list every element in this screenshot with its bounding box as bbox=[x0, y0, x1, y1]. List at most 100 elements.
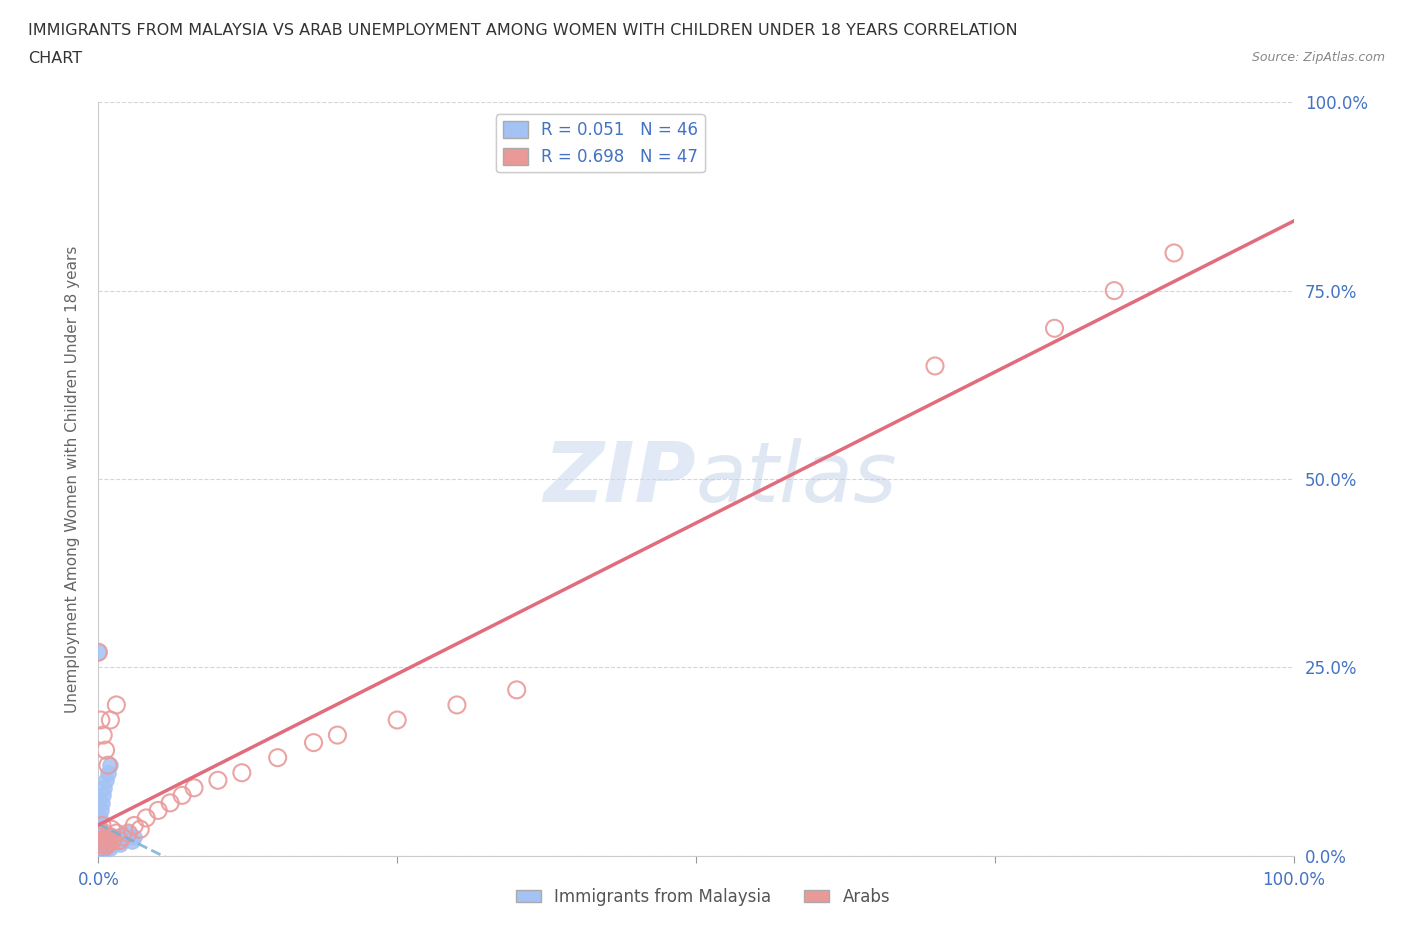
Point bbox=[172, 788, 194, 803]
Point bbox=[108, 837, 131, 852]
Point bbox=[105, 698, 128, 712]
Point bbox=[90, 712, 112, 727]
Point bbox=[90, 837, 112, 852]
Point bbox=[90, 803, 112, 817]
Text: ZIP: ZIP bbox=[543, 438, 696, 520]
Point bbox=[96, 833, 118, 848]
Point bbox=[96, 830, 118, 844]
Point bbox=[93, 826, 115, 841]
Point bbox=[91, 818, 114, 833]
Legend: R = 0.051   N = 46, R = 0.698   N = 47: R = 0.051 N = 46, R = 0.698 N = 47 bbox=[496, 114, 704, 172]
Point bbox=[506, 683, 529, 698]
Point bbox=[98, 833, 122, 848]
Point bbox=[98, 841, 122, 856]
Point bbox=[924, 359, 946, 374]
Point bbox=[91, 837, 114, 852]
Point bbox=[94, 833, 117, 848]
Point bbox=[91, 795, 114, 810]
Point bbox=[91, 841, 114, 856]
Point bbox=[302, 736, 325, 751]
Point bbox=[114, 830, 136, 844]
Point bbox=[124, 830, 146, 844]
Point bbox=[101, 833, 124, 848]
Point bbox=[1163, 246, 1185, 260]
Point bbox=[124, 818, 146, 833]
Point bbox=[87, 644, 110, 659]
Point bbox=[117, 826, 139, 841]
Point bbox=[111, 830, 134, 844]
Point bbox=[90, 826, 112, 841]
Point bbox=[97, 765, 120, 780]
Point bbox=[87, 818, 110, 833]
Point bbox=[103, 833, 125, 848]
Point bbox=[98, 758, 122, 773]
Point bbox=[97, 837, 120, 852]
Point bbox=[231, 765, 253, 780]
Point bbox=[91, 833, 114, 848]
Point bbox=[87, 841, 110, 856]
Text: IMMIGRANTS FROM MALAYSIA VS ARAB UNEMPLOYMENT AMONG WOMEN WITH CHILDREN UNDER 18: IMMIGRANTS FROM MALAYSIA VS ARAB UNEMPLO… bbox=[28, 23, 1018, 38]
Point bbox=[93, 830, 115, 844]
Point bbox=[91, 727, 114, 742]
Point bbox=[89, 822, 111, 837]
Point bbox=[89, 811, 111, 826]
Point bbox=[117, 826, 139, 841]
Point bbox=[93, 837, 115, 852]
Point bbox=[148, 803, 170, 817]
Point bbox=[90, 833, 112, 848]
Point bbox=[121, 833, 143, 848]
Point bbox=[1043, 321, 1066, 336]
Point bbox=[94, 773, 117, 788]
Point bbox=[97, 830, 120, 844]
Point bbox=[446, 698, 468, 712]
Point bbox=[326, 727, 349, 742]
Point bbox=[98, 712, 122, 727]
Point bbox=[87, 833, 110, 848]
Point bbox=[87, 848, 110, 863]
Point bbox=[91, 841, 114, 856]
Point bbox=[87, 844, 110, 859]
Point bbox=[98, 830, 122, 844]
Point bbox=[135, 811, 157, 826]
Point bbox=[107, 833, 129, 848]
Point bbox=[91, 788, 114, 803]
Point bbox=[89, 844, 111, 859]
Point bbox=[267, 751, 290, 765]
Point bbox=[100, 822, 122, 837]
Point bbox=[91, 830, 114, 844]
Point bbox=[108, 833, 131, 848]
Point bbox=[96, 837, 118, 852]
Point bbox=[89, 826, 111, 841]
Point bbox=[1104, 283, 1126, 298]
Point bbox=[101, 837, 124, 852]
Point bbox=[105, 830, 128, 844]
Point bbox=[97, 758, 120, 773]
Text: atlas: atlas bbox=[696, 438, 897, 520]
Point bbox=[90, 841, 112, 856]
Point bbox=[87, 644, 110, 659]
Point bbox=[93, 780, 115, 795]
Y-axis label: Unemployment Among Women with Children Under 18 years: Unemployment Among Women with Children U… bbox=[65, 246, 80, 712]
Point bbox=[91, 833, 114, 848]
Point bbox=[385, 712, 409, 727]
Point bbox=[98, 837, 121, 852]
Point bbox=[89, 837, 111, 852]
Point bbox=[129, 822, 152, 837]
Point bbox=[90, 830, 112, 844]
Point bbox=[89, 833, 111, 848]
Text: CHART: CHART bbox=[28, 51, 82, 66]
Point bbox=[111, 833, 134, 848]
Point bbox=[159, 795, 181, 810]
Legend: Immigrants from Malaysia, Arabs: Immigrants from Malaysia, Arabs bbox=[509, 881, 897, 912]
Point bbox=[100, 830, 122, 844]
Point bbox=[89, 830, 111, 844]
Point bbox=[98, 833, 121, 848]
Point bbox=[93, 837, 115, 852]
Point bbox=[87, 826, 110, 841]
Point bbox=[87, 841, 110, 856]
Point bbox=[183, 780, 205, 795]
Point bbox=[105, 826, 128, 841]
Text: Source: ZipAtlas.com: Source: ZipAtlas.com bbox=[1251, 51, 1385, 64]
Point bbox=[94, 841, 117, 856]
Point bbox=[94, 743, 117, 758]
